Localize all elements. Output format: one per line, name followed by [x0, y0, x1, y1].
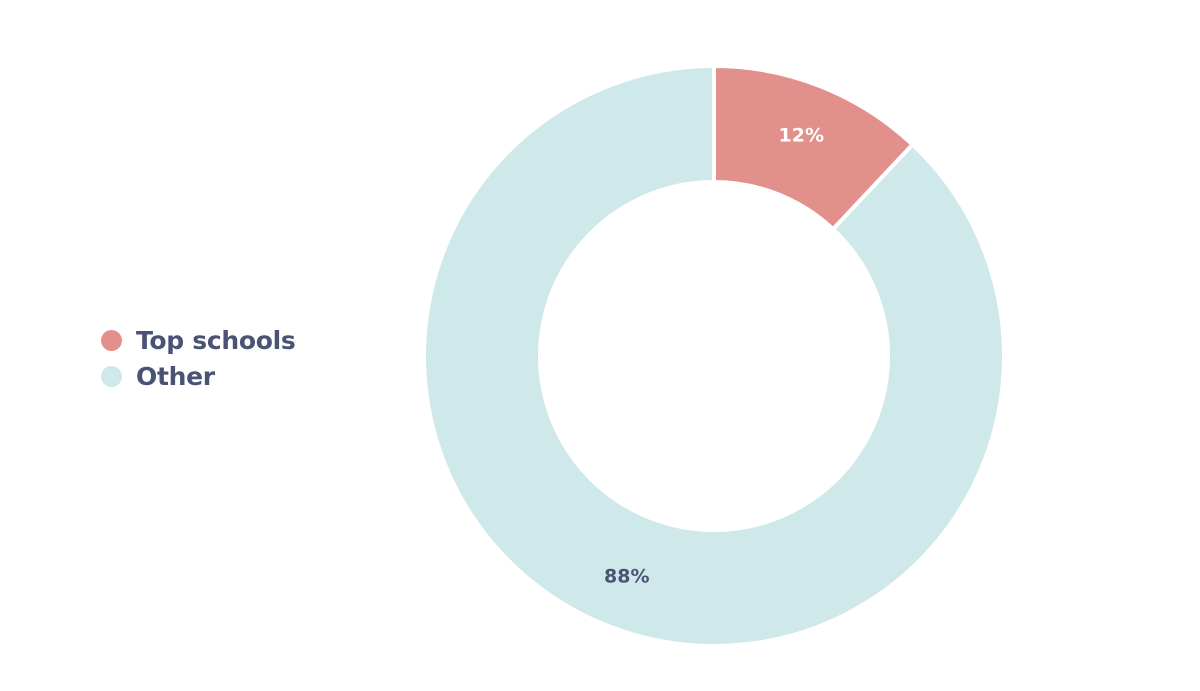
legend-swatch-other [101, 365, 122, 387]
legend-label-top-schools: Top schools [136, 325, 296, 355]
slice-other[interactable] [422, 63, 1006, 648]
legend-swatch-top-schools [101, 329, 122, 351]
chart-legend: Top schools Other [101, 322, 296, 394]
legend-item-top-schools[interactable]: Top schools [101, 322, 296, 358]
slice-label-top-schools: 12% [779, 125, 824, 147]
legend-label-other: Other [136, 361, 215, 391]
legend-item-other[interactable]: Other [101, 358, 296, 394]
slice-label-other: 88% [604, 565, 649, 587]
